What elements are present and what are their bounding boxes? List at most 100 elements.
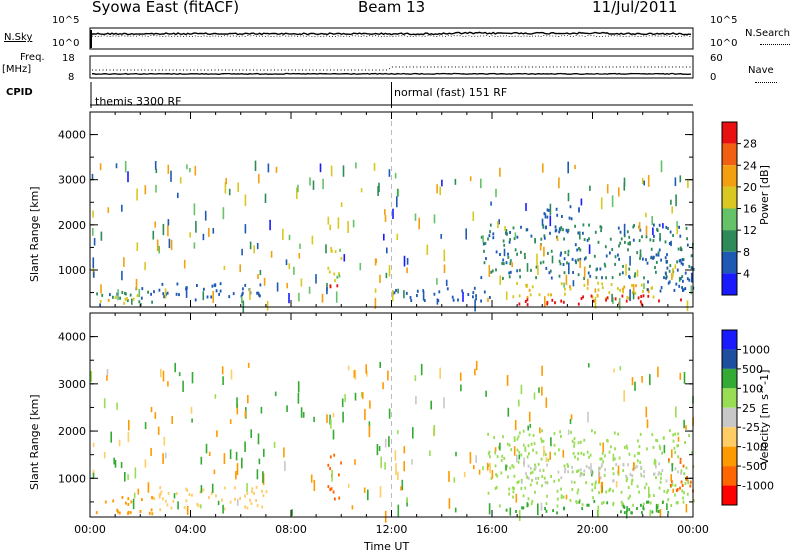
heatmap-cell (602, 442, 604, 453)
heatmap-cell (288, 263, 291, 270)
heatmap-cell (341, 398, 344, 408)
heatmap-cell (672, 433, 675, 437)
heatmap-cell (223, 486, 226, 490)
heatmap-cell (473, 286, 476, 290)
heatmap-cell (671, 483, 674, 487)
heatmap-cell (158, 495, 161, 499)
heatmap-cell (505, 508, 508, 512)
heatmap-cell (627, 242, 630, 246)
heatmap-cell (375, 258, 377, 263)
heatmap-cell (282, 228, 284, 241)
heatmap-cell (583, 283, 586, 287)
heatmap-cell (550, 475, 552, 478)
heatmap-cell (658, 299, 660, 303)
heatmap-cell (645, 482, 648, 486)
heatmap-cell (495, 250, 498, 254)
heatmap-cell (569, 287, 572, 291)
heatmap-cell (200, 485, 203, 493)
heatmap-cell (618, 456, 621, 460)
heatmap-cell (560, 226, 563, 230)
power-colorbar-tick-label: 4 (743, 267, 750, 280)
heatmap-cell (588, 363, 590, 368)
heatmap-cell (657, 472, 660, 476)
heatmap-cell (93, 238, 96, 246)
heatmap-cell (204, 210, 207, 221)
heatmap-cell (614, 447, 616, 451)
heatmap-cell (659, 233, 661, 242)
heatmap-cell (579, 231, 581, 240)
heatmap-cell (478, 469, 481, 475)
heatmap-cell (498, 504, 501, 508)
heatmap-cell (680, 469, 683, 473)
heatmap-cell (215, 289, 218, 293)
heatmap-cell (574, 455, 576, 459)
heatmap-cell (566, 463, 569, 467)
heatmap-cell (598, 471, 601, 483)
heatmap-cell (354, 392, 357, 401)
heatmap-cell (650, 255, 653, 259)
heatmap-cell (297, 381, 300, 393)
heatmap-cell (675, 194, 677, 207)
heatmap-cell (583, 238, 586, 242)
heatmap-cell (127, 512, 129, 515)
heatmap-cell (158, 288, 161, 292)
heatmap-cell (633, 454, 636, 458)
heatmap-cell (633, 224, 635, 227)
velocity-colorbar-tick-label: 500 (742, 363, 763, 376)
heatmap-cell (532, 448, 534, 452)
heatmap-cell (510, 448, 513, 452)
heatmap-cell (436, 298, 439, 305)
heatmap-cell (621, 294, 624, 298)
heatmap-cell (302, 412, 305, 418)
heatmap-cell (628, 508, 631, 512)
heatmap-cell (487, 491, 490, 495)
heatmap-cell (103, 451, 106, 459)
heatmap-cell (526, 504, 529, 508)
heatmap-cell (153, 497, 156, 501)
heatmap-cell (128, 419, 130, 431)
heatmap-cell (494, 447, 497, 452)
heatmap-cell (202, 233, 205, 241)
heatmap-cell (485, 257, 487, 261)
heatmap-cell (519, 275, 521, 279)
heatmap-cell (642, 257, 644, 261)
heatmap-cell (681, 275, 684, 279)
heatmap-cell (540, 237, 543, 241)
heatmap-cell (508, 240, 511, 244)
heatmap-cell (574, 259, 577, 263)
heatmap-cell (534, 240, 536, 244)
heatmap-cell (185, 287, 188, 298)
heatmap-cell (593, 499, 596, 503)
heatmap-cell (609, 237, 612, 241)
heatmap-cell (115, 163, 118, 169)
heatmap-cell (643, 474, 645, 478)
heatmap-cell (657, 503, 660, 507)
heatmap-cell (591, 482, 594, 486)
heatmap-cell (506, 374, 509, 386)
heatmap-cell (575, 261, 577, 265)
heatmap-cell (545, 457, 548, 463)
heatmap-cell (681, 286, 683, 290)
heatmap-cell (347, 483, 350, 488)
heatmap-cell (509, 466, 512, 470)
freq-panel-frame (89, 55, 694, 79)
heatmap-cell (242, 300, 245, 313)
heatmap-cell (680, 261, 683, 265)
heatmap-cell (513, 436, 516, 440)
heatmap-cell (642, 505, 644, 510)
heatmap-cell (225, 177, 227, 185)
heatmap-cell (235, 451, 238, 461)
heatmap-cell (242, 287, 244, 291)
heatmap-cell (297, 184, 299, 193)
heatmap-cell (545, 397, 548, 408)
heatmap-cell (660, 258, 662, 262)
heatmap-cell (489, 296, 491, 299)
heatmap-cell (655, 503, 658, 513)
heatmap-cell (688, 434, 690, 437)
heatmap-cell (379, 361, 381, 368)
heatmap-cell (516, 437, 519, 441)
heatmap-cell (374, 288, 377, 293)
heatmap-cell (577, 273, 580, 277)
heatmap-cell (312, 180, 315, 190)
heatmap-cell (684, 271, 687, 275)
